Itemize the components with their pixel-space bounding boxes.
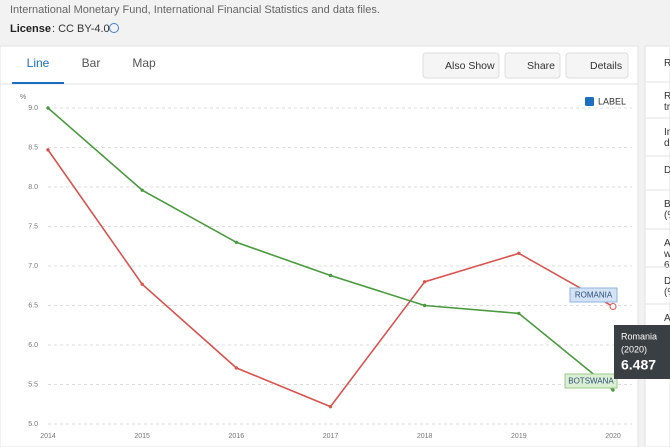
x-tick-label: 2020 xyxy=(605,433,621,440)
data-point[interactable] xyxy=(46,148,50,152)
data-point[interactable] xyxy=(517,251,521,256)
x-tick-label: 2016 xyxy=(229,433,245,440)
y-unit: % xyxy=(20,94,26,101)
y-tick-label: 5.0 xyxy=(28,421,38,428)
button-label[interactable]: Share xyxy=(527,60,555,72)
license-label: License xyxy=(10,23,51,35)
button[interactable] xyxy=(504,52,561,79)
data-point[interactable] xyxy=(422,280,427,284)
series-label: BOTSWANA xyxy=(568,377,614,386)
data-point[interactable] xyxy=(517,311,521,316)
sidebar-item[interactable]: D(% xyxy=(664,276,670,298)
y-tick-label: 6.0 xyxy=(28,342,38,349)
tab[interactable]: Line xyxy=(27,56,50,70)
button[interactable] xyxy=(565,52,629,79)
data-point[interactable] xyxy=(328,404,333,409)
label-checkbox[interactable] xyxy=(585,97,594,106)
tooltip-value: 6.487 xyxy=(621,357,656,373)
button-label[interactable]: Details xyxy=(590,60,622,72)
button-label[interactable]: Also Show xyxy=(445,60,495,72)
tooltip-period: (2020) xyxy=(621,344,647,354)
y-tick-label: 6.5 xyxy=(28,302,38,309)
y-tick-label: 7.5 xyxy=(28,223,38,230)
y-tick-label: 8.5 xyxy=(28,144,38,151)
data-point[interactable] xyxy=(609,303,617,311)
y-tick-label: 7.0 xyxy=(28,263,38,270)
sidebar xyxy=(644,45,670,447)
y-tick-label: 8.0 xyxy=(28,184,38,191)
tab[interactable]: Map xyxy=(132,56,156,70)
y-tick-label: 9.0 xyxy=(28,105,38,112)
data-point[interactable] xyxy=(611,388,615,392)
data-point[interactable] xyxy=(328,273,333,278)
tab[interactable]: Bar xyxy=(82,56,101,70)
data-point[interactable] xyxy=(234,366,239,370)
info-icon[interactable] xyxy=(109,23,119,33)
tooltip xyxy=(614,325,670,379)
data-point[interactable] xyxy=(140,188,144,192)
data-point[interactable] xyxy=(46,106,50,110)
button[interactable] xyxy=(422,52,500,79)
sidebar-item[interactable]: In d xyxy=(664,127,670,149)
series-label: ROMANIA xyxy=(575,291,613,300)
y-tick-label: 5.5 xyxy=(28,381,38,388)
sidebar-item[interactable]: R xyxy=(664,58,670,69)
license-value: : CC BY-4.0 xyxy=(52,23,110,35)
data-point[interactable] xyxy=(140,282,144,286)
tooltip-name: Romania xyxy=(621,331,657,341)
chart: 5.0 5.5 6.0 6.5 7.0 7.5 8.0 8.5 9.0 2014 2015 2016 2… xyxy=(28,105,670,440)
data-point[interactable] xyxy=(422,303,427,308)
source-text: International Monetary Fund, Internation… xyxy=(10,4,380,16)
data-point[interactable] xyxy=(234,240,239,245)
series-label-box xyxy=(569,287,618,303)
x-tick-label: 2014 xyxy=(40,433,56,440)
series-label-box xyxy=(564,373,618,389)
x-tick-label: 2017 xyxy=(323,433,339,440)
x-tick-label: 2019 xyxy=(511,433,527,440)
label-toggle[interactable]: LABEL xyxy=(598,96,626,106)
sidebar-item[interactable]: D xyxy=(664,165,670,176)
x-tick-label: 2015 xyxy=(134,433,150,440)
sidebar-item[interactable]: B(% xyxy=(664,199,670,221)
chart-card xyxy=(0,45,639,447)
x-tick-label: 2018 xyxy=(417,433,433,440)
